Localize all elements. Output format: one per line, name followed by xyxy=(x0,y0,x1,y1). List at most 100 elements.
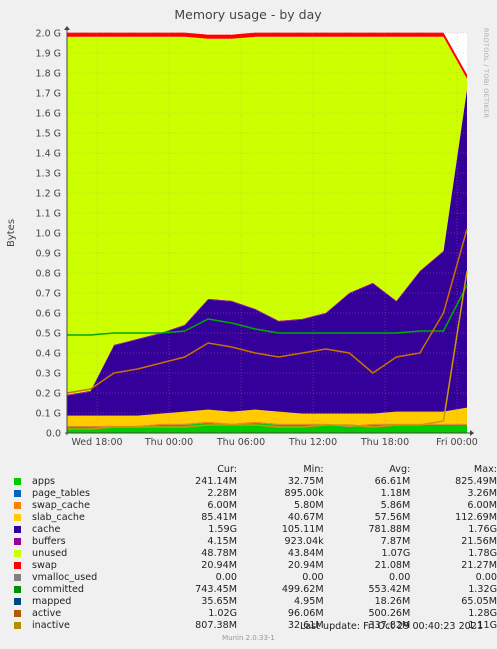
y-tick-label: 0.6 G xyxy=(36,309,62,320)
legend-row-inactive: inactive 807.38M 32.61M 337.82M 1.11G xyxy=(14,620,497,632)
y-tick-label: 1.2 G xyxy=(36,189,62,200)
legend-header-avg: Avg: xyxy=(389,464,411,475)
legend-swatch xyxy=(14,584,21,596)
area-swap-cache xyxy=(67,421,467,427)
legend-cur: 6.00M xyxy=(207,500,238,511)
legend-cur: 2.28M xyxy=(207,488,238,499)
legend-min: 499.62M xyxy=(281,584,324,595)
footer-version: Munin 2.0.33-1 xyxy=(222,634,275,642)
legend-swatch xyxy=(14,500,21,512)
rrdtool-watermark: RRDTOOL / TOBI OETIKER xyxy=(482,28,490,119)
legend-min: 32.75M xyxy=(287,476,324,487)
legend-cur: 4.15M xyxy=(207,536,238,547)
legend-row-unused: unused 48.78M 43.84M 1.07G 1.78G xyxy=(14,548,497,560)
legend-avg: 0.00 xyxy=(388,572,411,583)
line-inactive xyxy=(67,270,468,430)
legend-row-cache: cache 1.59G 105.11M 781.88M 1.76G xyxy=(14,524,497,536)
x-tick-label: Fri 00:00 xyxy=(436,437,478,448)
legend-row-vmalloc-used: vmalloc_used 0.00 0.00 0.00 0.00 xyxy=(14,572,497,584)
x-tick-label: Thu 12:00 xyxy=(288,437,337,448)
x-tick-label: Thu 18:00 xyxy=(360,437,409,448)
x-tick-label: Wed 18:00 xyxy=(71,437,122,448)
legend-row-committed: committed 743.45M 499.62M 553.42M 1.32G xyxy=(14,584,497,596)
y-tick-label: 0.0 xyxy=(46,429,61,440)
legend-min: 895.00k xyxy=(284,488,324,499)
chart-title: Memory usage - by day xyxy=(174,7,322,22)
legend-name: active xyxy=(32,608,62,619)
legend-max: 1.11G xyxy=(468,620,497,631)
legend-name: mapped xyxy=(32,596,72,607)
legend-cur: 48.78M xyxy=(201,548,238,559)
legend-name: committed xyxy=(32,584,85,595)
legend-name: swap_cache xyxy=(32,500,91,511)
legend-avg: 337.82M xyxy=(368,620,411,631)
legend-cur: 241.14M xyxy=(195,476,238,487)
legend-min: 96.06M xyxy=(287,608,324,619)
legend-name: vmalloc_used xyxy=(32,572,98,583)
area-slab-cache xyxy=(67,407,467,426)
legend-avg: 5.86M xyxy=(380,500,411,511)
legend-avg: 57.56M xyxy=(374,512,411,523)
legend-min: 0.00 xyxy=(302,572,324,583)
legend-header-min: Min: xyxy=(303,464,324,475)
chart-areas xyxy=(67,32,467,433)
legend-row-swap: swap 20.94M 20.94M 21.08M 21.27M xyxy=(14,560,497,572)
legend-cur: 20.94M xyxy=(201,560,238,571)
legend-row-active: active 1.02G 96.06M 500.26M 1.28G xyxy=(14,608,497,620)
legend-max: 1.78G xyxy=(468,548,497,559)
legend-swatch xyxy=(14,476,21,488)
legend-min: 32.61M xyxy=(287,620,324,631)
y-tick-label: 1.4 G xyxy=(36,149,62,160)
legend-avg: 18.26M xyxy=(374,596,411,607)
legend-min: 40.67M xyxy=(287,512,324,523)
x-tick-label: Thu 00:00 xyxy=(144,437,193,448)
y-tick-label: 0.3 G xyxy=(36,369,62,380)
line-committed xyxy=(67,284,468,336)
y-tick-label: 1.7 G xyxy=(36,89,62,100)
legend-cur: 1.02G xyxy=(208,608,238,619)
y-tick-label: 1.8 G xyxy=(36,69,62,80)
area-cache xyxy=(67,89,467,416)
legend-min: 5.80M xyxy=(294,500,324,511)
legend-avg: 553.42M xyxy=(368,584,411,595)
legend-name: unused xyxy=(32,548,68,559)
y-tick-label: 1.0 G xyxy=(36,229,62,240)
legend-name: buffers xyxy=(32,536,66,547)
y-tick-label: 0.4 G xyxy=(36,349,62,360)
legend-name: swap xyxy=(32,560,57,571)
legend-avg: 21.08M xyxy=(374,560,411,571)
y-tick-label: 1.5 G xyxy=(36,129,62,140)
legend-avg: 1.07G xyxy=(381,548,411,559)
legend-cur: 807.38M xyxy=(195,620,238,631)
legend-name: page_tables xyxy=(32,488,91,499)
chart-lines xyxy=(66,228,468,430)
area-unused xyxy=(67,36,467,395)
legend-name: inactive xyxy=(32,620,70,631)
y-tick-label: 0.1 G xyxy=(36,409,62,420)
y-tick-label: 1.6 G xyxy=(36,109,62,120)
y-tick-label: 0.2 G xyxy=(36,389,62,400)
legend-max: 0.00 xyxy=(475,572,497,583)
legend-row-swap-cache: swap_cache 6.00M 5.80M 5.86M 6.00M xyxy=(14,500,497,512)
y-tick-label: 0.5 G xyxy=(36,329,62,340)
legend-swatch xyxy=(14,572,21,584)
legend-swatch xyxy=(14,524,21,536)
legend-max: 825.49M xyxy=(455,476,497,487)
legend-cur: 85.41M xyxy=(201,512,238,523)
legend-name: cache xyxy=(32,524,61,535)
legend-row-apps: apps 241.14M 32.75M 66.61M 825.49M xyxy=(14,476,497,488)
line-active xyxy=(66,228,468,394)
legend-swatch xyxy=(14,512,21,524)
legend-cur: 35.65M xyxy=(201,596,238,607)
last-update: Last update: Fri Oct 29 00:40:23 2021 xyxy=(299,621,483,632)
y-tick-label: 2.0 G xyxy=(36,29,62,40)
area-page-tables xyxy=(67,422,467,427)
legend-row-slab-cache: slab_cache 85.41M 40.67M 57.56M 112.69M xyxy=(14,512,497,524)
legend-min: 4.95M xyxy=(294,596,324,607)
legend-swatch xyxy=(14,620,21,632)
legend-cur: 743.45M xyxy=(195,584,238,595)
legend-row-buffers: buffers 4.15M 923.04k 7.87M 21.56M xyxy=(14,536,497,548)
legend-max: 6.00M xyxy=(467,500,497,511)
y-tick-labels: 0.0 0.1 G 0.2 G 0.3 G 0.4 G 0.5 G 0.6 G 0.7 G 0.… xyxy=(36,29,62,440)
legend-header-max: Max: xyxy=(473,464,497,475)
